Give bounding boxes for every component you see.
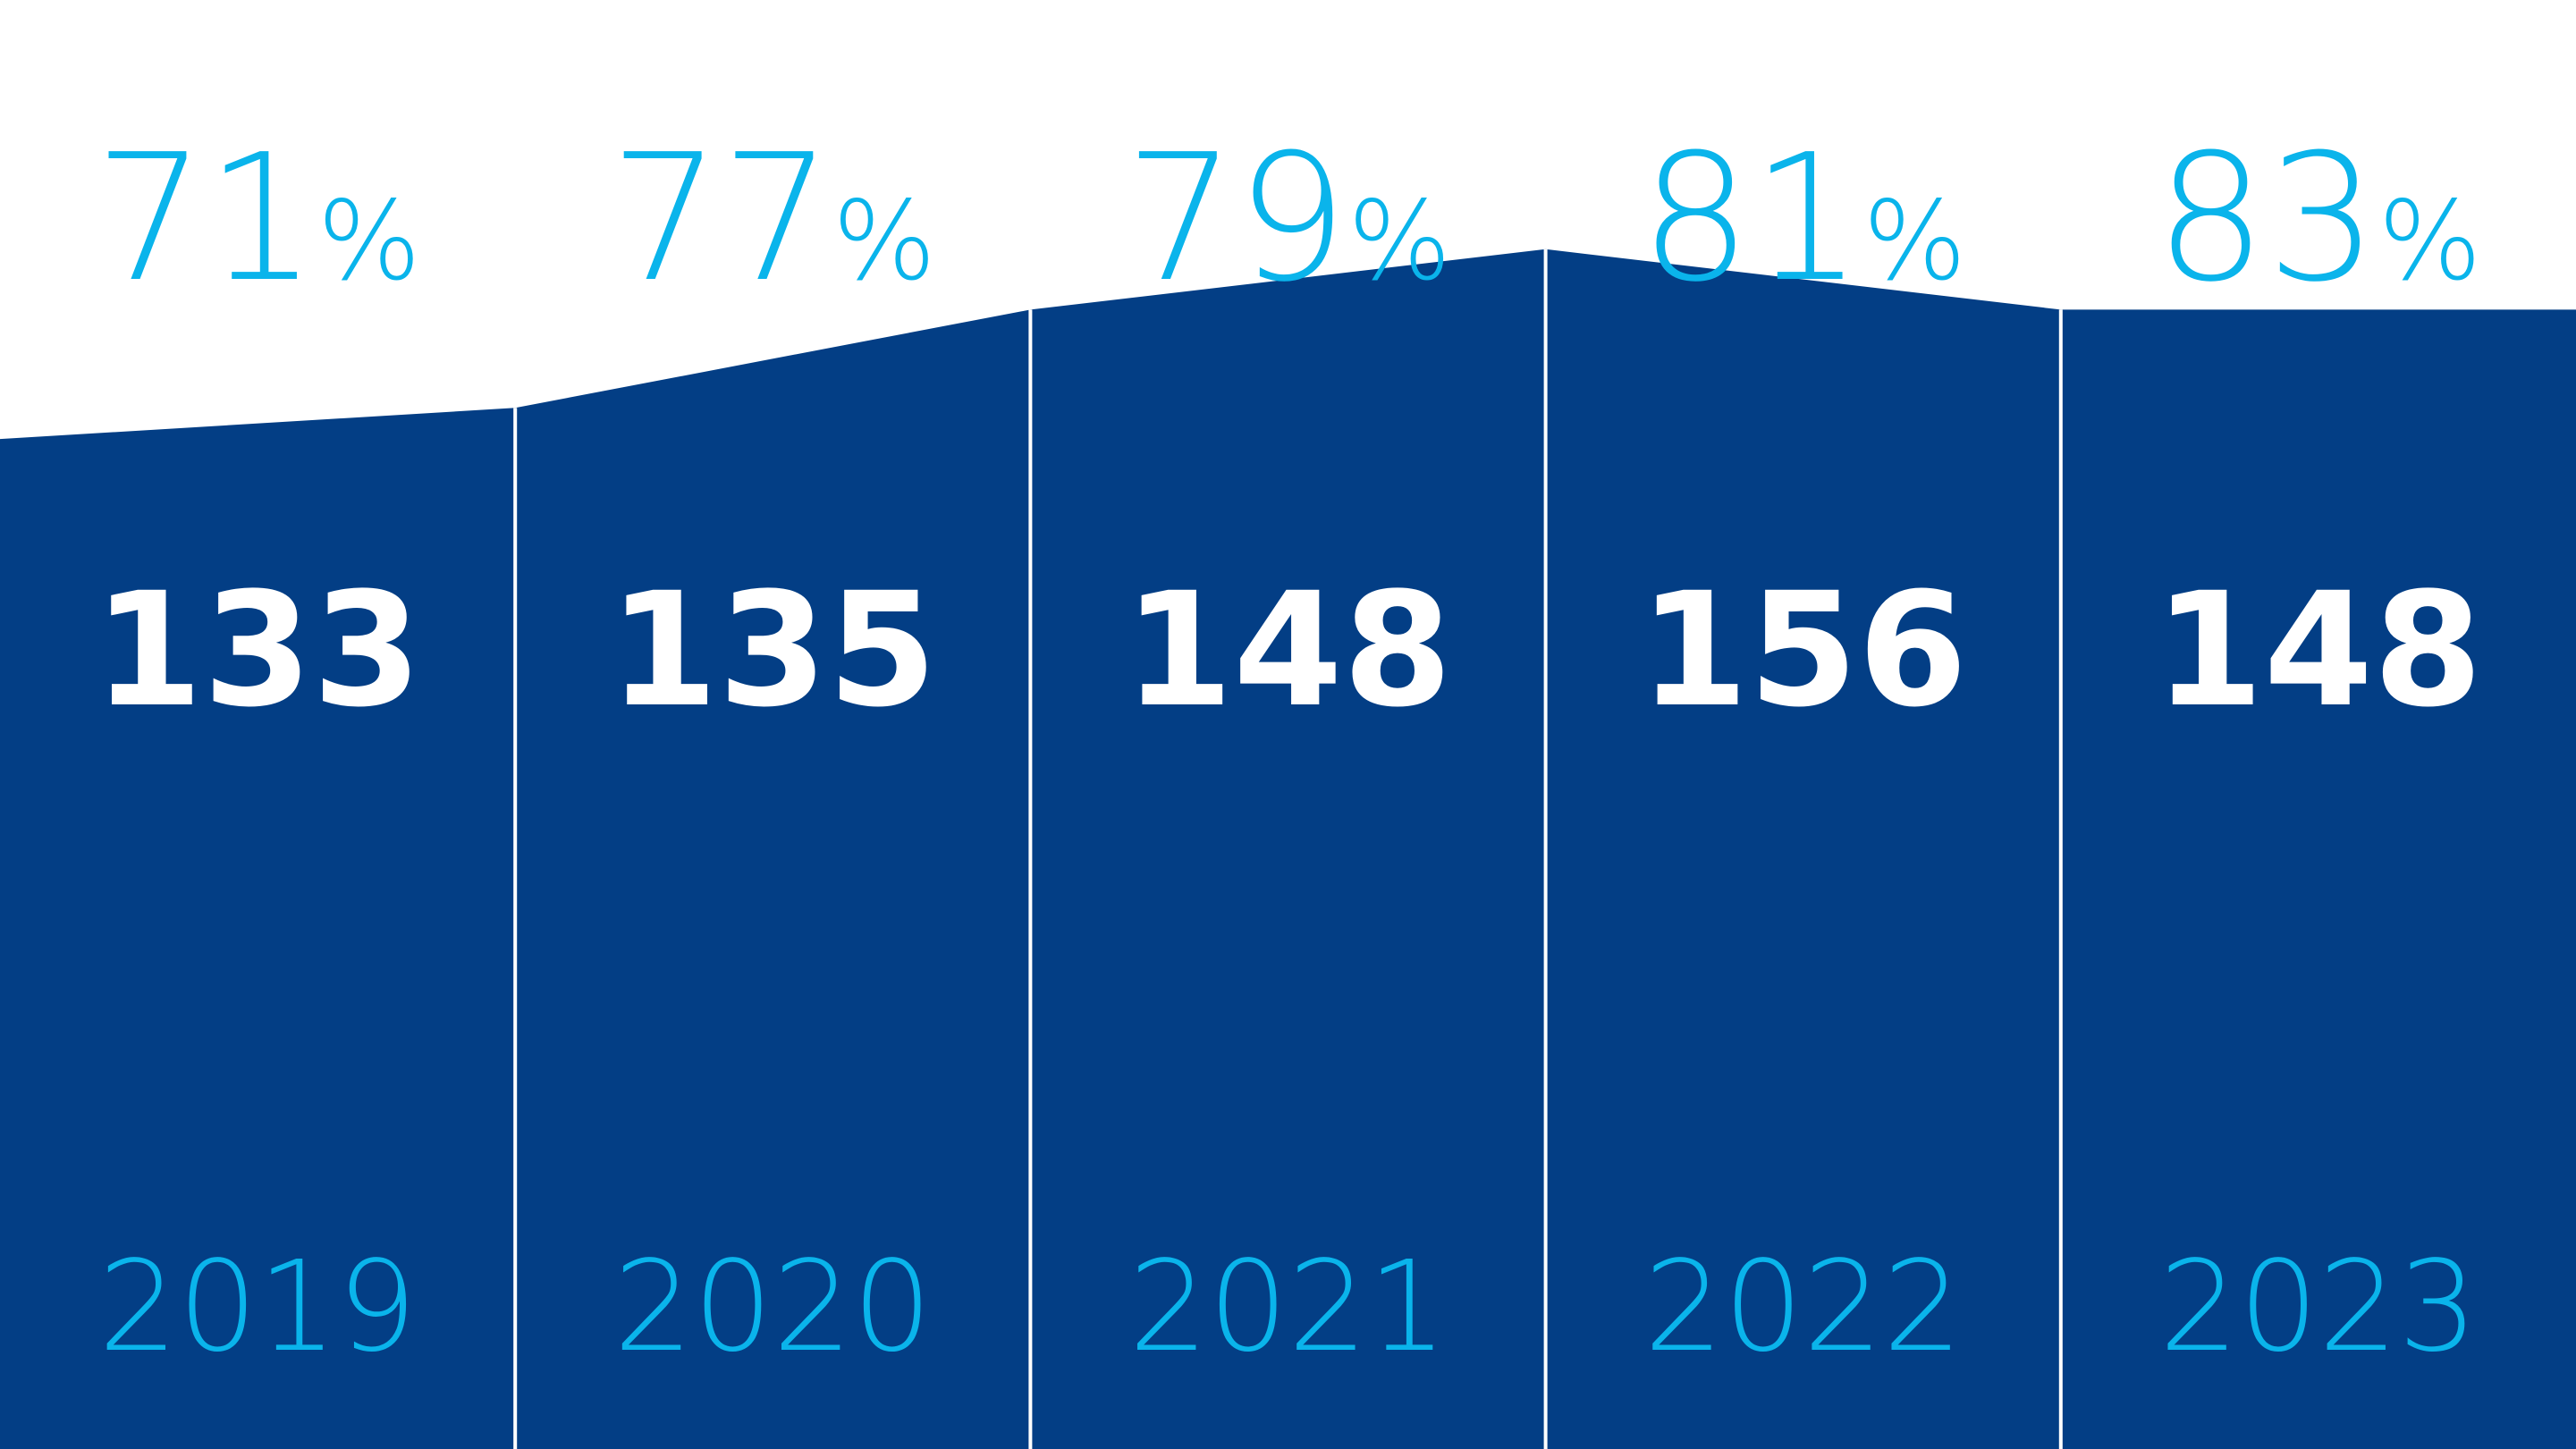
percent-sign: % xyxy=(1347,178,1451,305)
value-labels: 133 135 148 156 148 xyxy=(93,559,2482,742)
percent-sign: % xyxy=(317,178,421,305)
value-label: 133 xyxy=(93,559,421,742)
percent-number: 71 xyxy=(94,117,317,321)
value-label: 148 xyxy=(1124,559,1452,742)
value-label: 135 xyxy=(609,559,937,742)
percent-number: 79 xyxy=(1125,117,1347,321)
percent-number: 83 xyxy=(2155,117,2378,321)
percent-label: 83% xyxy=(2155,117,2481,321)
divider-layer xyxy=(513,249,2063,1449)
percent-number: 77 xyxy=(610,117,832,321)
area-segment-2023 xyxy=(2060,309,2576,1449)
percent-labels: 71% 77% 79% 81% 83% xyxy=(94,117,2481,321)
year-label: 2019 xyxy=(98,1234,417,1380)
year-label: 2022 xyxy=(1644,1234,1963,1380)
percent-sign: % xyxy=(1862,178,1966,305)
percent-sign: % xyxy=(2378,178,2482,305)
percent-number: 81 xyxy=(1640,117,1862,321)
area-layer xyxy=(0,249,2576,1449)
value-label: 148 xyxy=(2154,559,2482,742)
area-segment-2020 xyxy=(515,309,1031,1449)
area-segment-2022 xyxy=(1545,249,2061,1449)
value-label: 156 xyxy=(1639,559,1967,742)
area-segment-2019 xyxy=(0,408,516,1449)
percent-label: 71% xyxy=(94,117,420,321)
year-label: 2023 xyxy=(2159,1234,2478,1380)
area-segment-2021 xyxy=(1030,249,1546,1449)
year-label: 2021 xyxy=(1128,1234,1447,1380)
year-label: 2020 xyxy=(613,1234,932,1380)
year-labels: 2019 2020 2021 2022 2023 xyxy=(98,1234,2478,1380)
percent-label: 79% xyxy=(1125,117,1451,321)
percent-sign: % xyxy=(832,178,936,305)
percent-label: 77% xyxy=(610,117,936,321)
percent-label: 81% xyxy=(1640,117,1966,321)
